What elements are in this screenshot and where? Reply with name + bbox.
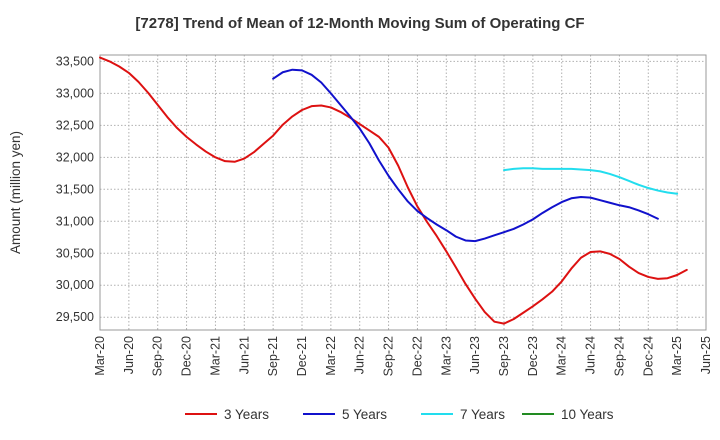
x-tick-label: Jun-23 [468, 336, 482, 374]
legend-label: 10 Years [561, 407, 614, 422]
legend-label: 7 Years [460, 407, 505, 422]
y-tick-label: 33,000 [56, 86, 94, 100]
series-line-3-years [99, 56, 688, 325]
x-tick-label: Jun-20 [122, 336, 136, 374]
x-tick-label: Mar-25 [670, 336, 684, 376]
x-tick-label: Mar-21 [208, 336, 222, 376]
plot-area-frame [99, 54, 707, 331]
y-axis-ticks: 29,500 30,000 30,500 31,000 31,500 32,000 32,5… [56, 54, 94, 324]
y-axis-label: Amount (million yen) [8, 131, 23, 254]
y-tick-label: 32,500 [56, 118, 94, 132]
y-tick-label: 30,500 [56, 246, 94, 260]
legend-label: 5 Years [342, 407, 387, 422]
x-tick-label: Mar-22 [324, 336, 338, 376]
y-tick-label: 30,000 [56, 278, 94, 292]
x-tick-label: Jun-24 [584, 336, 598, 374]
y-tick-label: 29,500 [56, 310, 94, 324]
legend-label: 3 Years [224, 407, 269, 422]
x-tick-label: Dec-23 [526, 336, 540, 376]
y-tick-label: 33,500 [56, 54, 94, 68]
legend: 3 Years 5 Years 7 Years 10 Years [185, 407, 614, 422]
y-tick-label: 31,500 [56, 182, 94, 196]
chart-title: [7278] Trend of Mean of 12-Month Moving … [135, 15, 584, 32]
x-tick-label: Dec-21 [295, 336, 309, 376]
x-tick-label: Dec-22 [410, 336, 424, 376]
x-tick-label: Jun-25 [699, 336, 713, 374]
x-tick-label: Dec-24 [641, 336, 655, 376]
y-tick-label: 31,000 [56, 214, 94, 228]
series-lines [99, 56, 688, 325]
series-line-7-years [503, 167, 679, 195]
x-tick-label: Sep-21 [266, 336, 280, 376]
series-line-5-years [272, 68, 659, 243]
x-tick-label: Sep-23 [497, 336, 511, 376]
x-tick-label: Jun-22 [353, 336, 367, 374]
grid [99, 55, 707, 330]
x-tick-label: Dec-20 [180, 336, 194, 376]
x-tick-label: Sep-24 [612, 336, 626, 376]
x-tick-label: Sep-22 [382, 336, 396, 376]
y-tick-label: 32,000 [56, 150, 94, 164]
x-axis-ticks: Mar-20 Jun-20 Sep-20 Dec-20 Mar-21 Jun-21 Sep-… [93, 336, 713, 376]
x-tick-label: Mar-23 [439, 336, 453, 376]
x-tick-label: Jun-21 [237, 336, 251, 374]
x-tick-label: Mar-24 [555, 336, 569, 376]
x-tick-label: Mar-20 [93, 336, 107, 376]
x-tick-label: Sep-20 [151, 336, 165, 376]
